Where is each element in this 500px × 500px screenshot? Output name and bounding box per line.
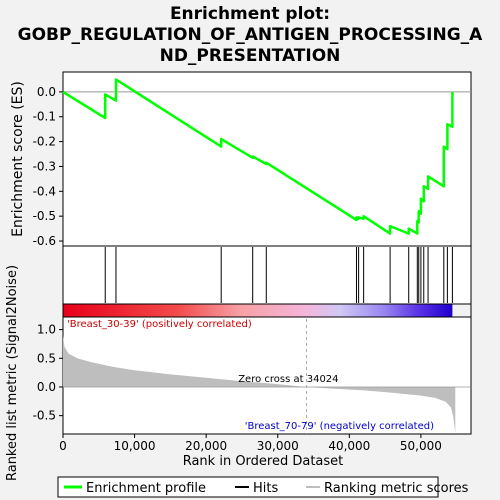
- legend-label: Enrichment profile: [86, 481, 206, 496]
- es-panel-frame: [62, 71, 472, 247]
- es-y-tick-label: 0.0: [37, 85, 56, 99]
- metric-x-axis-ticks: 0 10,000 20,000 30,000 40,000 50,000: [59, 434, 442, 453]
- ranked-metric-panel: 'Breast_30-39' (positively correlated) Z…: [5, 265, 472, 481]
- metric-y-tick-label: 1.0: [37, 323, 56, 337]
- es-y-axis-ticks: 0.0 -0.1 -0.2 -0.3 -0.4 -0.5 -0.6: [33, 85, 63, 248]
- ranking-metric-area: [63, 335, 456, 433]
- legend-items: Enrichment profile Hits Ranking metric sco…: [64, 481, 469, 496]
- metric-y-tick-label: 0.0: [37, 380, 56, 394]
- hits-panel: [62, 245, 472, 305]
- metric-y-tick-label: -0.5: [33, 409, 56, 423]
- ranking-color-bar: [62, 303, 472, 318]
- hit-lines: [104, 247, 453, 303]
- metric-x-tick-label: 0: [59, 439, 67, 453]
- metric-y-tick-label: 0.5: [37, 351, 56, 365]
- enrichment-profile-line: [62, 78, 454, 235]
- metric-x-tick-label: 20,000: [185, 439, 227, 453]
- legend-label: Ranking metric scores: [324, 481, 469, 496]
- positive-group-label: 'Breast_30-39' (positively correlated): [67, 319, 252, 330]
- negative-group-label: 'Breast_70-79' (negatively correlated): [245, 421, 434, 432]
- es-y-tick-label: -0.4: [33, 184, 56, 198]
- es-y-axis-label: Enrichment score (ES): [10, 81, 26, 237]
- chart-title-line-2: GOBP_REGULATION_OF_ANTIGEN_PROCESSING_A: [18, 25, 484, 45]
- metric-x-tick-label: 10,000: [114, 439, 156, 453]
- es-y-tick-label: -0.1: [33, 110, 56, 124]
- metric-y-axis-label: Ranked list metric (Signal2Noise): [5, 265, 20, 481]
- hits-panel-frame: [62, 245, 472, 305]
- metric-x-axis-label: Rank in Ordered Dataset: [183, 454, 344, 469]
- legend-label: Hits: [253, 481, 278, 496]
- metric-x-tick-label: 50,000: [400, 439, 442, 453]
- es-y-tick-label: -0.3: [33, 159, 56, 173]
- chart-title-line-3: ND_PRESENTATION: [160, 46, 341, 66]
- chart-legend: Enrichment profile Hits Ranking metric sco…: [57, 476, 469, 498]
- es-y-tick-label: -0.2: [33, 135, 56, 149]
- ranking-gradient-bar: [63, 304, 453, 317]
- enrichment-score-panel: 0.0 -0.1 -0.2 -0.3 -0.4 -0.5 -0.6 Enrichment s…: [10, 71, 472, 248]
- es-y-tick-label: -0.5: [33, 209, 56, 223]
- metric-y-axis-ticks: 1.0 0.5 0.0 -0.5: [33, 323, 63, 423]
- metric-x-tick-label: 40,000: [328, 439, 370, 453]
- chart-title-line-1: Enrichment plot:: [170, 4, 330, 24]
- zero-cross-label: Zero cross at 34024: [238, 374, 338, 385]
- es-y-tick-label: -0.6: [33, 234, 56, 248]
- metric-x-tick-label: 30,000: [257, 439, 299, 453]
